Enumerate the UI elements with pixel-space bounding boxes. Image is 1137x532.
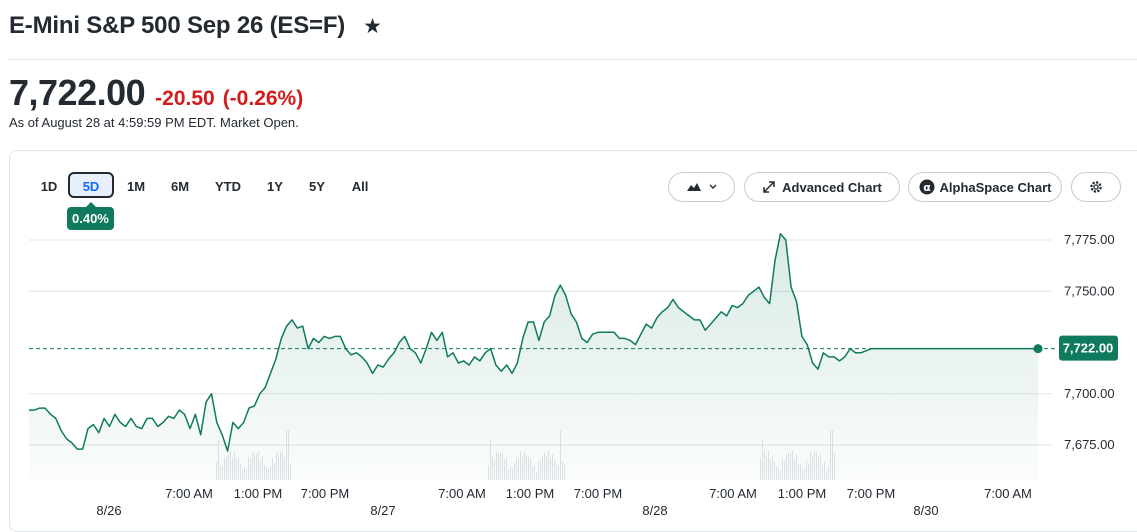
current-price-tag-label: 7,722.00 (1063, 341, 1114, 356)
range-6m[interactable]: 6M (170, 179, 190, 194)
price-line (29, 233, 1038, 452)
range-all[interactable]: All (351, 179, 369, 194)
quote-header: E-Mini S&P 500 Sep 26 (ES=F) ★ (9, 12, 382, 40)
y-tick-label: 7,700.00 (1064, 386, 1115, 401)
last-price-dot (1033, 344, 1043, 354)
star-icon[interactable]: ★ (363, 14, 382, 38)
alphaspace-logo-icon: α (919, 179, 934, 195)
price-row: 7,722.00 -20.50 (-0.26%) (9, 72, 303, 114)
x-time-label: 7:00 PM (847, 486, 895, 501)
gear-icon (1090, 181, 1102, 193)
alphaspace-chart-label: AlphaSpace Chart (939, 179, 1052, 195)
range-ytd[interactable]: YTD (215, 179, 241, 194)
x-time-label: 7:00 PM (574, 486, 622, 501)
price-chart[interactable]: 7,775.00 7,750.00 7,700.00 7,675.00 7,722.00… (0, 0, 1137, 521)
x-time-label: 7:00 AM (709, 486, 757, 501)
x-date-label: 8/28 (642, 503, 667, 518)
y-tick-label: 7,675.00 (1064, 437, 1115, 452)
x-time-label: 7:00 AM (165, 486, 213, 501)
x-time-label: 1:00 PM (506, 486, 554, 501)
expand-arrows-icon (763, 181, 775, 193)
y-tick-label: 7,750.00 (1064, 283, 1115, 298)
price-area (29, 233, 1038, 480)
advanced-chart-button[interactable]: Advanced Chart (744, 172, 900, 202)
x-time-label: 7:00 PM (301, 486, 349, 501)
chart-type-button[interactable] (668, 172, 735, 202)
current-price: 7,722.00 (9, 72, 146, 113)
range-1y[interactable]: 1Y (267, 179, 283, 194)
x-date-label: 8/30 (913, 503, 938, 518)
current-price-tag (1059, 335, 1118, 361)
x-time-label: 7:00 AM (438, 486, 486, 501)
as-of-timestamp: As of August 28 at 4:59:59 PM EDT. Marke… (9, 115, 299, 130)
alphaspace-chart-button[interactable]: α AlphaSpace Chart (908, 172, 1062, 202)
range-1m[interactable]: 1M (126, 179, 146, 194)
x-time-label: 7:00 AM (984, 486, 1032, 501)
mountain-chart-icon (686, 183, 716, 191)
range-selector: 1D 5D 1M 6M YTD 1Y 5Y All (30, 172, 382, 198)
range-5y[interactable]: 5Y (309, 179, 325, 194)
x-date-label: 8/26 (96, 503, 121, 518)
x-time-label: 1:00 PM (234, 486, 282, 501)
x-time-label: 1:00 PM (778, 486, 826, 501)
x-date-label: 8/27 (370, 503, 395, 518)
y-tick-label: 7,775.00 (1064, 232, 1115, 247)
performance-badge: 0.40% (67, 202, 114, 230)
price-change: -20.50 (155, 87, 215, 110)
svg-text:α: α (923, 181, 931, 194)
range-5d[interactable]: 5D (68, 172, 114, 198)
range-1d[interactable]: 1D (40, 179, 58, 194)
header-divider (9, 59, 1137, 60)
advanced-chart-label: Advanced Chart (782, 179, 882, 195)
page-title: E-Mini S&P 500 Sep 26 (ES=F) (9, 12, 346, 39)
price-change-percent: (-0.26%) (222, 87, 304, 110)
chart-settings-button[interactable] (1071, 172, 1121, 202)
